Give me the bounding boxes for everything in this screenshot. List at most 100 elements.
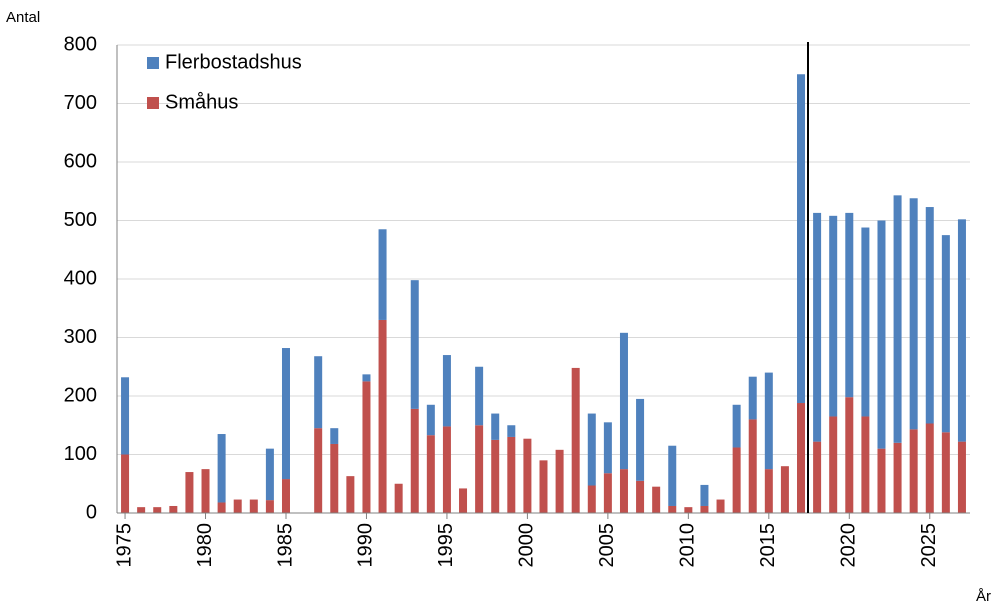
- bar-segment: [507, 436, 516, 513]
- bar-segment: [780, 466, 789, 513]
- y-tick-label: 200: [64, 384, 97, 406]
- bar-segment: [330, 443, 339, 513]
- x-tick-label: 2000: [516, 523, 538, 568]
- bar-segment: [619, 469, 628, 513]
- bar-segment: [941, 432, 950, 513]
- x-tick-label: 2020: [838, 523, 860, 568]
- bar-segment: [861, 416, 870, 513]
- bar-segment: [764, 372, 773, 470]
- bar-segment: [249, 499, 258, 513]
- bar-segment: [378, 319, 387, 513]
- bar-segment: [941, 235, 950, 433]
- bar-segment: [217, 434, 226, 503]
- bar-segment: [877, 220, 886, 449]
- bar-segment: [571, 367, 580, 513]
- legend-swatch: [147, 57, 159, 69]
- x-tick-label: 1980: [194, 523, 216, 568]
- bar-segment: [603, 422, 612, 474]
- bar-segment: [475, 366, 484, 426]
- bar-segment: [797, 74, 806, 404]
- bar-segment: [121, 377, 130, 455]
- legend-swatch: [147, 97, 159, 109]
- bar-segment: [201, 469, 210, 513]
- bar-segment: [732, 447, 741, 513]
- bar-segment: [829, 215, 838, 417]
- bar-segment: [265, 500, 274, 513]
- bar-segment: [121, 454, 130, 513]
- bar-segment: [491, 439, 500, 513]
- y-tick-label: 700: [64, 92, 97, 114]
- bar-segment: [410, 408, 419, 513]
- bar-segment: [169, 505, 178, 513]
- bar-segment: [475, 425, 484, 513]
- bar-segment: [797, 403, 806, 513]
- bar-segment: [925, 207, 934, 424]
- bar-segment: [893, 195, 902, 443]
- bar-segment: [442, 426, 451, 513]
- bar-segment: [813, 212, 822, 442]
- bar-segment: [314, 428, 323, 513]
- bar-segment: [233, 499, 242, 513]
- bar-segment: [185, 472, 194, 513]
- bar-segment: [539, 460, 548, 513]
- x-tick-label: 2010: [677, 523, 699, 568]
- y-tick-label: 0: [86, 501, 97, 523]
- x-tick-label: 1995: [435, 523, 457, 568]
- bar-segment: [346, 476, 355, 513]
- bar-segment: [378, 229, 387, 320]
- x-tick-label: 1975: [113, 523, 135, 568]
- y-tick-label: 500: [64, 209, 97, 231]
- bar-segment: [362, 381, 371, 513]
- y-tick-label: 300: [64, 326, 97, 348]
- x-tick-label: 2015: [757, 523, 779, 568]
- bar-segment: [925, 423, 934, 513]
- bar-segment: [700, 505, 709, 513]
- bar-segment: [314, 356, 323, 429]
- bar-segment: [909, 429, 918, 513]
- bar-segment: [137, 507, 146, 513]
- bar-segment: [394, 483, 403, 513]
- bar-segment: [668, 445, 677, 506]
- legend-label: Småhus: [165, 91, 238, 113]
- bar-segment: [265, 448, 274, 501]
- bar-segment: [877, 448, 886, 513]
- y-axis-label: Antal: [6, 9, 40, 26]
- bar-segment: [893, 442, 902, 513]
- bar-segment: [507, 425, 516, 437]
- bar-segment: [442, 355, 451, 427]
- bar-segment: [426, 404, 435, 436]
- bar-segment: [330, 428, 339, 444]
- bar-segment: [700, 484, 709, 506]
- bar-segment: [957, 441, 966, 513]
- x-tick-label: 2005: [596, 523, 618, 568]
- bar-segment: [813, 441, 822, 513]
- bar-segment: [861, 227, 870, 417]
- legend-label: Flerbostadshus: [165, 51, 302, 73]
- bar-segment: [652, 486, 661, 513]
- bar-segment: [909, 198, 918, 430]
- bar-segment: [281, 479, 290, 513]
- y-tick-label: 100: [64, 443, 97, 465]
- bar-segment: [764, 469, 773, 513]
- x-tick-label: 2025: [918, 523, 940, 568]
- x-tick-label: 1990: [355, 523, 377, 568]
- bar-segment: [555, 449, 564, 513]
- bar-segment: [668, 505, 677, 513]
- bar-segment: [636, 480, 645, 513]
- bar-segment: [732, 404, 741, 448]
- bar-segment: [829, 416, 838, 513]
- x-tick-label: 1985: [274, 523, 296, 568]
- bar-segment: [362, 374, 371, 382]
- bar-segment: [523, 438, 532, 513]
- bar-segment: [748, 376, 757, 420]
- bar-segment: [587, 485, 596, 513]
- bar-segment: [619, 332, 628, 470]
- bar-segment: [748, 419, 757, 513]
- bar-segment: [153, 507, 162, 513]
- bar-segment: [587, 413, 596, 486]
- bar-segment: [845, 212, 854, 398]
- bar-segment: [217, 502, 226, 513]
- bar-segment: [281, 348, 290, 480]
- bar-segment: [684, 507, 693, 513]
